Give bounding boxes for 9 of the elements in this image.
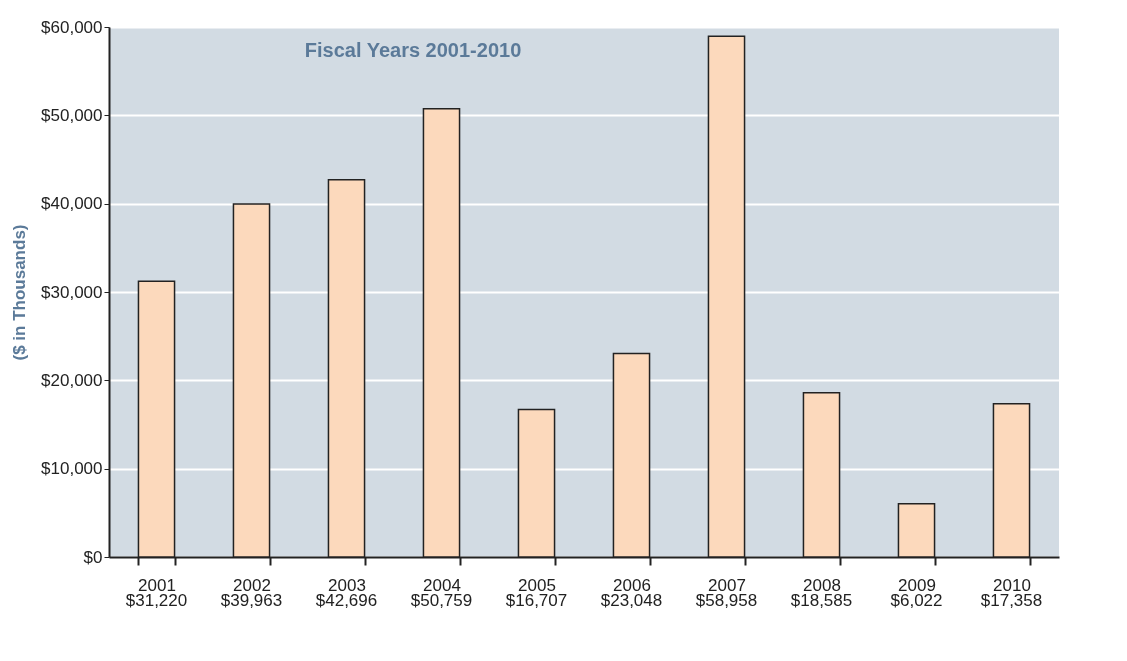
y-tick-label: $40,000 — [41, 194, 103, 214]
y-tick-label: $60,000 — [41, 17, 103, 37]
y-tick-label: $20,000 — [41, 370, 103, 390]
y-tick-label: $10,000 — [41, 459, 103, 479]
text: Fiscal Years 2001-2010 — [304, 39, 522, 61]
y-tick-label: $50,000 — [41, 105, 103, 125]
y-tick-label: $0 — [83, 547, 103, 567]
y-axis-title: ($ in Thousands) — [10, 224, 30, 361]
y-tick-label: $30,000 — [41, 282, 103, 302]
